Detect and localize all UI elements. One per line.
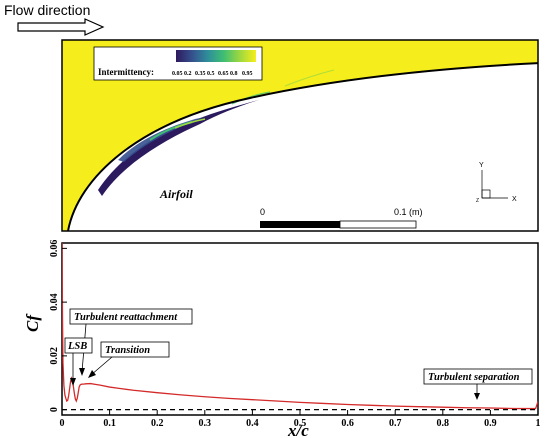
legend-level: 0.95 xyxy=(242,71,253,77)
x-tick-label: 1 xyxy=(536,418,541,429)
y-tick-label: 0.02 xyxy=(49,347,60,365)
legend-level: 0.5 xyxy=(207,71,215,77)
annotation-text: LSB xyxy=(67,341,87,352)
airfoil-surface-line xyxy=(67,62,538,231)
y-tick-label: 0 xyxy=(49,407,60,412)
airfoil-label: Airfoil xyxy=(159,187,193,201)
annotation-lsb: LSB xyxy=(64,337,93,386)
x-tick-label: 0.1 xyxy=(103,418,116,429)
x-tick-label: 0.5 xyxy=(294,418,307,429)
scale-bar-white xyxy=(339,220,417,229)
colorbar xyxy=(176,50,256,62)
x-tick-label: 0.3 xyxy=(199,418,212,429)
cf-series-line xyxy=(62,243,538,410)
airfoil-body xyxy=(68,63,538,231)
annotation-text: Transition xyxy=(105,345,150,356)
axes-triad-icon xyxy=(481,170,508,199)
y-axis-label: Cf xyxy=(23,313,42,332)
scale-bar-end-label: 0.1 (m) xyxy=(394,207,423,217)
x-tick-label: 0 xyxy=(60,418,65,429)
axes-triad-x-label: X xyxy=(512,196,517,203)
annotation-turbulent-separation: Turbulent separation xyxy=(423,368,533,400)
annotation-text: Turbulent separation xyxy=(428,372,520,383)
scale-bar-start-label: 0 xyxy=(260,207,265,217)
x-tick-label: 0.7 xyxy=(389,418,402,429)
axes-triad-y-label: Y xyxy=(479,162,484,169)
flow-direction-arrow-icon xyxy=(17,18,105,36)
legend-level: 0.2 xyxy=(184,71,192,77)
legend-level: 0.35 xyxy=(195,71,206,77)
annotation-transition: Transition xyxy=(88,341,170,378)
legend-level: 0.65 xyxy=(218,71,229,77)
legend-level: 0.05 xyxy=(172,71,183,77)
transition-band xyxy=(118,117,205,162)
x-tick-label: 0.6 xyxy=(341,418,354,429)
annotation-text: Turbulent reattachment xyxy=(74,312,178,323)
legend-title: Intermittency: xyxy=(98,67,154,77)
plot-frame xyxy=(61,242,539,416)
legend-level: 0.8 xyxy=(230,71,238,77)
x-tick-label: 0.4 xyxy=(246,418,259,429)
skin-friction-chart: 0 0.1 0.2 0.3 0.4 0.5 0.6 0.7 0.8 0.9 1 0 0.02 0.04 0.… xyxy=(23,240,541,438)
y-tick-label: 0.06 xyxy=(49,240,60,257)
y-tick-label: 0.04 xyxy=(49,293,60,311)
flow-direction-label: Flow direction xyxy=(4,2,91,18)
x-axis-label: x/c xyxy=(287,421,309,438)
annotation-turbulent-reattachment: Turbulent reattachment xyxy=(69,308,193,376)
intermittency-contour-panel: Intermittency: 0.05 0.2 0.35 0.5 0.65 0.… xyxy=(61,39,539,232)
axes-triad-z-label: Z xyxy=(476,198,479,204)
x-tick-label: 0.8 xyxy=(437,418,450,429)
x-tick-label: 0.2 xyxy=(151,418,164,429)
legend-levels: 0.05 0.2 0.35 0.5 0.65 0.8 0.95 xyxy=(172,71,253,77)
scale-bar-black xyxy=(260,221,340,228)
x-tick-label: 0.9 xyxy=(484,418,497,429)
